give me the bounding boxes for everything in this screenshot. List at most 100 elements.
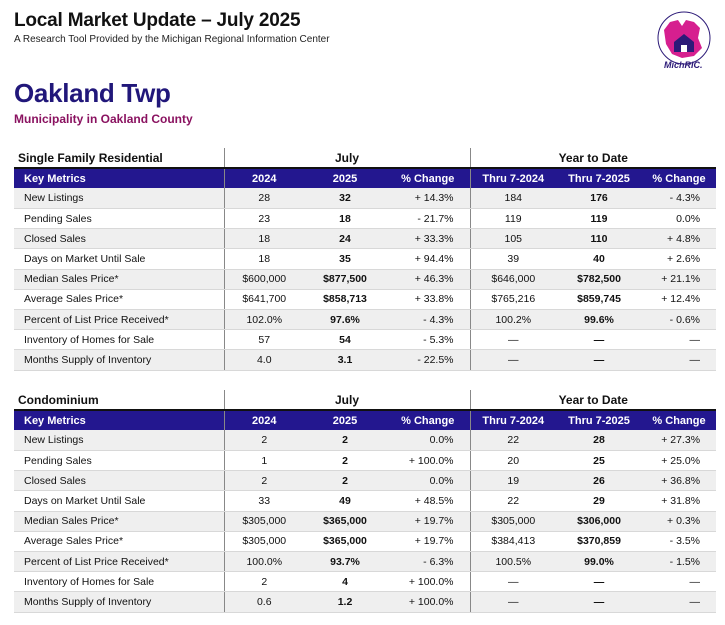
metric-value: $641,700 xyxy=(223,289,304,311)
july-group-label: July xyxy=(223,390,471,412)
metric-value: + 36.8% xyxy=(642,470,717,492)
metric-value: 1 xyxy=(223,450,304,472)
metric-value: 0.0% xyxy=(386,430,471,452)
metric-value: - 3.5% xyxy=(642,531,717,553)
metric-value: + 19.7% xyxy=(386,511,471,532)
metric-value: 1.2 xyxy=(304,591,386,613)
metric-value: 0.0% xyxy=(642,208,717,230)
table-row: Percent of List Price Received* 100.0% 93.… xyxy=(14,551,717,573)
column-header: Thru 7-2024 xyxy=(469,410,557,431)
metric-value: 4 xyxy=(304,571,386,593)
metric-value: 105 xyxy=(469,228,557,250)
metric-value: 23 xyxy=(223,208,304,230)
metric-value: 119 xyxy=(469,208,557,230)
metric-value: $305,000 xyxy=(223,511,304,532)
metric-value: + 4.8% xyxy=(642,228,717,250)
column-header: 2024 xyxy=(223,410,304,431)
single-family-table: Single Family Residential July Year to D… xyxy=(14,148,717,371)
metric-value: 32 xyxy=(304,188,386,210)
metric-label: Average Sales Price* xyxy=(14,289,224,311)
column-header: % Change xyxy=(386,168,471,189)
report-header: Local Market Update – July 2025 A Resear… xyxy=(14,10,330,45)
column-header-row: Key Metrics 2024 2025 % Change Thru 7-20… xyxy=(14,410,717,431)
table-row: Closed Sales 2 2 0.0% 19 26 + 36.8% xyxy=(14,470,717,492)
metric-value: - 6.3% xyxy=(386,551,471,573)
metric-value: 99.6% xyxy=(556,309,643,331)
metric-value: - 4.3% xyxy=(642,188,717,210)
metric-label: Days on Market Until Sale xyxy=(14,490,224,512)
column-header: % Change xyxy=(386,410,471,431)
metric-value: — xyxy=(469,591,557,613)
metric-value: 184 xyxy=(469,188,557,210)
metric-value: 0.0% xyxy=(386,470,471,492)
metric-value: — xyxy=(556,329,643,351)
metric-label: Percent of List Price Received* xyxy=(14,309,224,331)
table-row: Days on Market Until Sale 33 49 + 48.5% 22 29… xyxy=(14,490,717,512)
metric-label: Months Supply of Inventory xyxy=(14,591,224,613)
table-row: Inventory of Homes for Sale 2 4 + 100.0% — — — xyxy=(14,571,717,593)
metric-value: 100.2% xyxy=(469,309,557,331)
metric-value: $306,000 xyxy=(556,511,643,532)
metric-label: Closed Sales xyxy=(14,470,224,492)
metric-value: — xyxy=(469,329,557,351)
metric-value: 93.7% xyxy=(304,551,386,573)
column-header: Key Metrics xyxy=(14,168,224,189)
metric-value: 2 xyxy=(304,470,386,492)
metric-value: - 1.5% xyxy=(642,551,717,573)
metric-value: — xyxy=(642,349,717,371)
metric-value: + 0.3% xyxy=(642,511,717,532)
metric-value: 2 xyxy=(223,430,304,452)
metric-value: 26 xyxy=(556,470,643,492)
section-header-row: Single Family Residential July Year to D… xyxy=(14,148,717,170)
metric-value: + 12.4% xyxy=(642,289,717,311)
metric-value: 100.0% xyxy=(223,551,304,573)
column-header: Key Metrics xyxy=(14,410,224,431)
metric-value: + 19.7% xyxy=(386,531,471,553)
metric-value: — xyxy=(642,591,717,613)
metric-value: 57 xyxy=(223,329,304,351)
section-title: Condominium xyxy=(14,390,224,412)
metric-value: $858,713 xyxy=(304,289,386,311)
table-row: Days on Market Until Sale 18 35 + 94.4% 39 40… xyxy=(14,248,717,270)
table-row: Median Sales Price* $305,000 $365,000 + 19.… xyxy=(14,511,717,532)
metric-value: 29 xyxy=(556,490,643,512)
metric-value: + 33.8% xyxy=(386,289,471,311)
metric-value: $384,413 xyxy=(469,531,557,553)
metric-value: 28 xyxy=(556,430,643,452)
metric-label: Inventory of Homes for Sale xyxy=(14,329,224,351)
metric-label: Closed Sales xyxy=(14,228,224,250)
column-header-row: Key Metrics 2024 2025 % Change Thru 7-20… xyxy=(14,168,717,189)
metric-value: + 100.0% xyxy=(386,591,471,613)
metric-value: — xyxy=(556,591,643,613)
ytd-group-label: Year to Date xyxy=(469,390,717,412)
metric-value: — xyxy=(642,571,717,593)
condominium-table: Condominium July Year to Date Key Metric… xyxy=(14,390,717,613)
metric-label: Pending Sales xyxy=(14,208,224,230)
metric-value: $877,500 xyxy=(304,269,386,290)
metric-label: Average Sales Price* xyxy=(14,531,224,553)
metric-value: $765,216 xyxy=(469,289,557,311)
metric-value: — xyxy=(556,349,643,371)
metric-value: + 94.4% xyxy=(386,248,471,270)
table-row: Months Supply of Inventory 0.6 1.2 + 100.0%… xyxy=(14,591,717,613)
metric-value: $365,000 xyxy=(304,531,386,553)
column-header: Thru 7-2025 xyxy=(556,168,643,189)
metric-value: 18 xyxy=(223,228,304,250)
metric-value: - 0.6% xyxy=(642,309,717,331)
metric-value: $370,859 xyxy=(556,531,643,553)
table-row: Average Sales Price* $305,000 $365,000 + 19… xyxy=(14,531,717,553)
metric-value: 18 xyxy=(223,248,304,270)
metric-value: + 14.3% xyxy=(386,188,471,210)
metric-value: 39 xyxy=(469,248,557,270)
metric-value: + 25.0% xyxy=(642,450,717,472)
metric-value: — xyxy=(469,571,557,593)
metric-value: $782,500 xyxy=(556,269,643,290)
table-row: Percent of List Price Received* 102.0% 97.… xyxy=(14,309,717,331)
metric-value: + 48.5% xyxy=(386,490,471,512)
metric-value: + 2.6% xyxy=(642,248,717,270)
metric-value: 4.0 xyxy=(223,349,304,371)
metric-value: + 21.1% xyxy=(642,269,717,290)
section-header-row: Condominium July Year to Date xyxy=(14,390,717,412)
metric-value: - 4.3% xyxy=(386,309,471,331)
section-title: Single Family Residential xyxy=(14,148,224,170)
